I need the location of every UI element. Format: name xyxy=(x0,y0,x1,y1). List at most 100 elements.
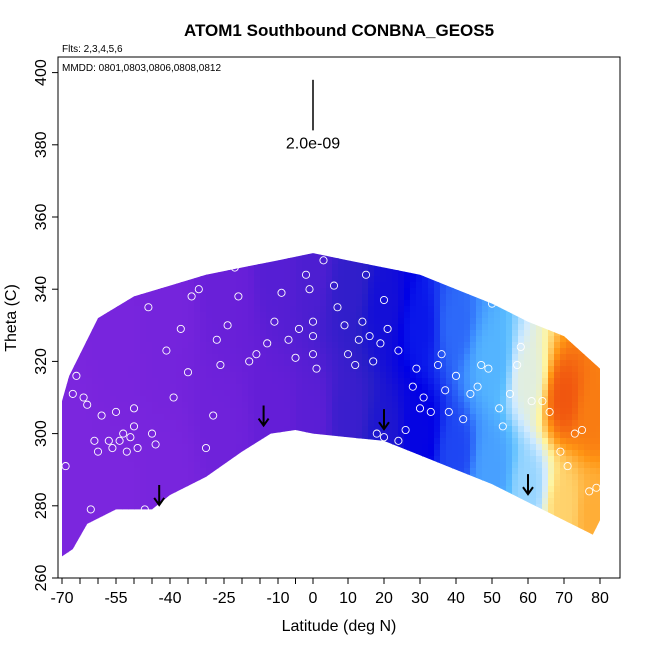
heatmap-cell xyxy=(356,288,363,295)
heatmap-cell xyxy=(416,510,423,517)
heatmap-cell xyxy=(194,510,201,517)
heatmap-cell xyxy=(98,253,105,259)
heatmap-cell xyxy=(464,510,471,517)
heatmap-cell xyxy=(338,534,345,541)
heatmap-cell xyxy=(230,438,237,445)
heatmap-cell xyxy=(260,276,267,283)
heatmap-cell xyxy=(560,420,567,427)
heatmap-cell xyxy=(110,396,117,403)
heatmap-cell xyxy=(422,348,429,355)
heatmap-cell xyxy=(590,414,597,421)
heatmap-cell xyxy=(554,354,561,361)
heatmap-cell xyxy=(398,414,405,421)
heatmap-cell xyxy=(266,462,273,469)
heatmap-cell xyxy=(500,288,507,295)
heatmap-cell xyxy=(284,270,291,277)
heatmap-cell xyxy=(146,276,153,283)
heatmap-cell xyxy=(554,384,561,391)
heatmap-cell xyxy=(68,240,75,247)
heatmap-cell xyxy=(122,276,129,283)
heatmap-cell xyxy=(464,546,471,553)
heatmap-cell xyxy=(362,546,369,553)
heatmap-cell xyxy=(368,420,375,427)
heatmap-cell xyxy=(302,384,309,391)
heatmap-cell xyxy=(464,366,471,373)
heatmap-cell xyxy=(68,294,75,301)
heatmap-cell xyxy=(554,324,561,331)
heatmap-cell xyxy=(470,456,477,463)
heatmap-cell xyxy=(314,288,321,295)
heatmap-cell xyxy=(536,546,543,553)
heatmap-cell xyxy=(242,432,249,439)
x-tick-label: 60 xyxy=(519,590,537,607)
heatmap-cell xyxy=(488,360,495,367)
heatmap-cell xyxy=(548,402,555,409)
heatmap-cell xyxy=(398,300,405,307)
heatmap-cell xyxy=(92,474,99,481)
heatmap-cell xyxy=(248,420,255,427)
heatmap-cell xyxy=(476,444,483,451)
heatmap-cell xyxy=(602,420,609,427)
heatmap-cell xyxy=(320,354,327,361)
heatmap-cell xyxy=(392,540,399,547)
heatmap-cell xyxy=(146,360,153,367)
heatmap-cell xyxy=(92,384,99,391)
heatmap-cell xyxy=(278,540,285,547)
heatmap-cell xyxy=(80,540,87,547)
heatmap-cell xyxy=(416,270,423,277)
heatmap-cell xyxy=(182,450,189,457)
heatmap-cell xyxy=(110,384,117,391)
heatmap-cell xyxy=(278,282,285,289)
heatmap-cell xyxy=(476,492,483,499)
heatmap-cell xyxy=(218,534,225,541)
heatmap-cell xyxy=(290,522,297,529)
heatmap-cell xyxy=(362,312,369,319)
observation-point xyxy=(426,407,435,416)
heatmap-cell xyxy=(344,294,351,301)
heatmap-cell xyxy=(266,468,273,475)
heatmap-cell xyxy=(542,480,549,487)
heatmap-cell xyxy=(296,402,303,409)
heatmap-cell xyxy=(464,438,471,445)
heatmap-cell xyxy=(446,336,453,343)
heatmap-cell xyxy=(440,540,447,547)
heatmap-cell xyxy=(362,444,369,451)
heatmap-cell xyxy=(98,408,105,415)
heatmap-cell xyxy=(188,534,195,541)
heatmap-cell xyxy=(206,384,213,391)
heatmap-cell xyxy=(404,288,411,295)
heatmap-cell xyxy=(398,426,405,433)
heatmap-cell xyxy=(80,444,87,451)
heatmap-cell xyxy=(404,474,411,481)
heatmap-cell xyxy=(296,342,303,349)
heatmap-cell xyxy=(374,360,381,367)
heatmap-cell xyxy=(530,336,537,343)
heatmap-cell xyxy=(518,546,525,553)
heatmap-cell xyxy=(326,270,333,277)
heatmap-cell xyxy=(194,276,201,283)
heatmap-cell xyxy=(386,354,393,361)
heatmap-cell xyxy=(308,432,315,439)
heatmap-cell xyxy=(272,552,279,557)
heatmap-cell xyxy=(158,552,165,557)
heatmap-cell xyxy=(134,552,141,557)
heatmap-cell xyxy=(230,546,237,553)
heatmap-cell xyxy=(440,246,447,253)
heatmap-cell xyxy=(362,552,369,557)
heatmap-cell xyxy=(266,522,273,529)
heatmap-cell xyxy=(146,324,153,331)
heatmap-cell xyxy=(200,492,207,499)
heatmap-cell xyxy=(98,282,105,289)
heatmap-cell xyxy=(338,372,345,379)
heatmap-cell xyxy=(494,510,501,517)
heatmap-cell xyxy=(428,378,435,385)
heatmap-cell xyxy=(236,258,243,265)
heatmap-cell xyxy=(584,414,591,421)
heatmap-cell xyxy=(164,486,171,493)
heatmap-cell xyxy=(530,264,537,271)
heatmap-cell xyxy=(140,462,147,469)
heatmap-cell xyxy=(242,396,249,403)
heatmap-cell xyxy=(260,336,267,343)
heatmap-cell xyxy=(110,480,117,487)
heatmap-cell xyxy=(434,474,441,481)
